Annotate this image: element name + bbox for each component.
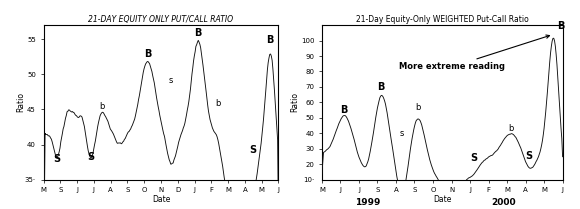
Text: 10·: 10· (303, 177, 314, 183)
Text: 35·: 35· (24, 177, 35, 183)
Text: 1999: 1999 (356, 198, 381, 207)
Title: 21-Day Equity-Only WEIGHTED Put-Call Ratio: 21-Day Equity-Only WEIGHTED Put-Call Rat… (356, 15, 528, 24)
Text: B: B (378, 82, 385, 92)
Text: 2000: 2000 (491, 198, 516, 207)
Title: 21-DAY EQUITY ONLY PUT/CALL RATIO: 21-DAY EQUITY ONLY PUT/CALL RATIO (88, 15, 234, 24)
Text: S: S (249, 145, 257, 155)
Text: S: S (525, 151, 533, 161)
Text: B: B (144, 49, 151, 59)
Text: b: b (508, 124, 513, 133)
Y-axis label: Ratio: Ratio (17, 92, 26, 112)
Text: s: s (399, 129, 404, 138)
X-axis label: Date: Date (152, 195, 170, 204)
Text: s: s (169, 76, 173, 85)
Text: B: B (194, 28, 202, 38)
Text: B: B (557, 21, 564, 31)
Y-axis label: Ratio: Ratio (291, 92, 299, 112)
Text: S: S (87, 152, 94, 162)
Text: b: b (415, 103, 421, 112)
Text: S: S (53, 154, 60, 164)
Text: b: b (100, 102, 105, 111)
Text: S: S (470, 153, 477, 163)
Text: B: B (266, 35, 274, 45)
Text: More extreme reading: More extreme reading (398, 35, 549, 71)
Text: b: b (215, 99, 220, 108)
X-axis label: Date: Date (433, 195, 451, 204)
Text: B: B (340, 105, 348, 115)
